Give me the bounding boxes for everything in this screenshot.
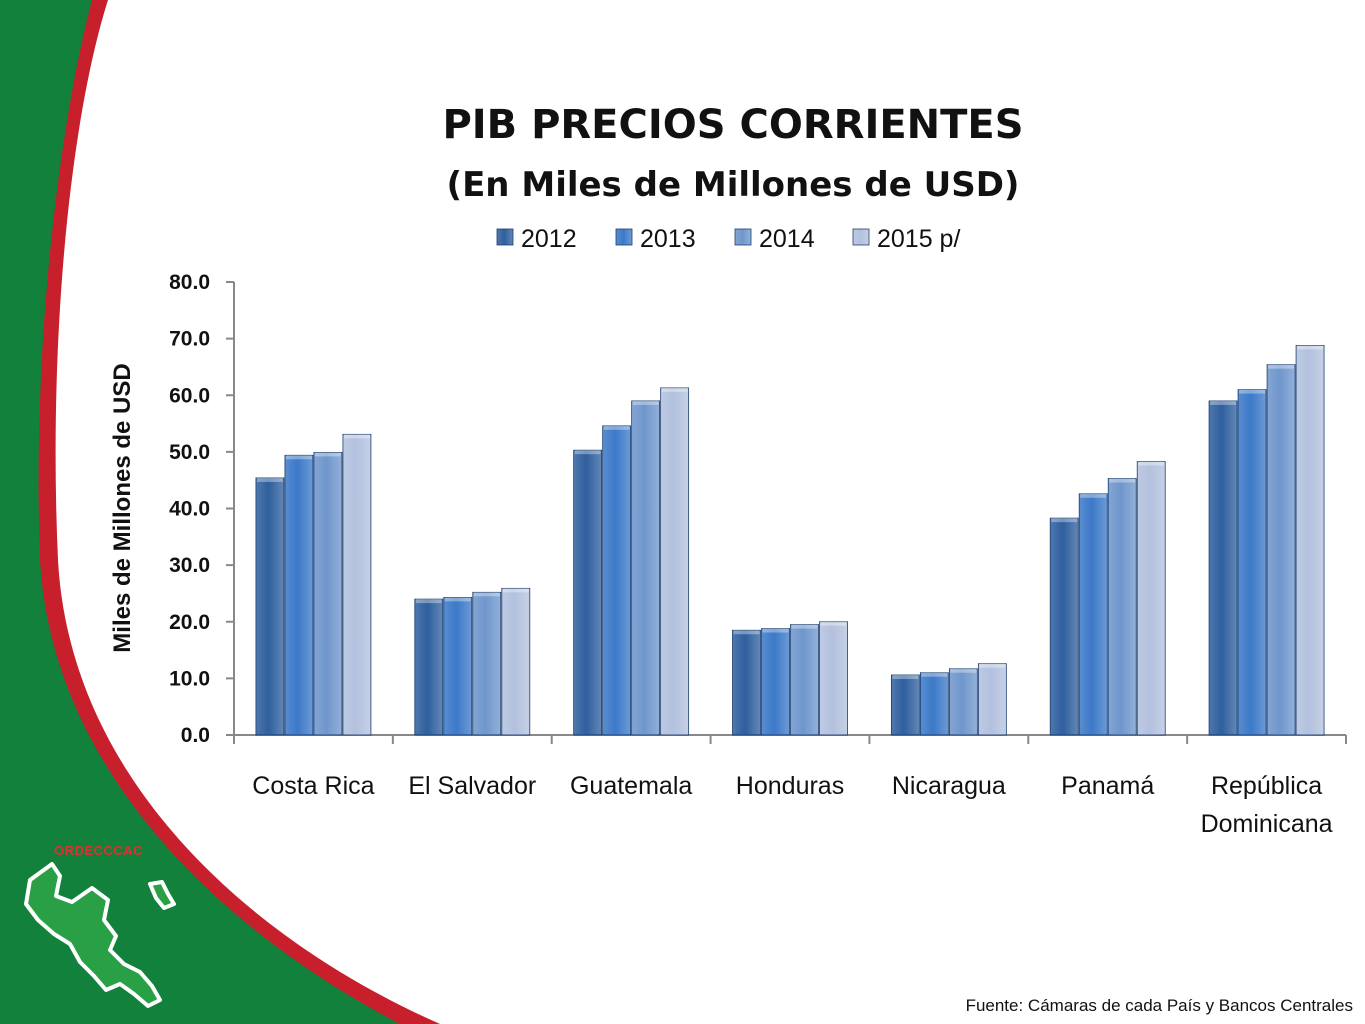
bar (1136, 461, 1166, 736)
bar (472, 591, 502, 736)
source-note: Fuente: Cámaras de cada País y Bancos Ce… (965, 996, 1353, 1015)
bar-top-highlight (632, 400, 659, 405)
bar-top-highlight (661, 387, 688, 392)
bar-top-highlight (574, 450, 601, 455)
bar (660, 387, 690, 736)
y-tick-label: 20.0 (169, 611, 210, 634)
bar-top-highlight (256, 477, 283, 482)
legend-label: 2012 (521, 225, 577, 253)
bar (1078, 493, 1108, 736)
y-tick-label: 30.0 (169, 554, 210, 577)
legend-swatch (496, 228, 514, 246)
bar-top-highlight (502, 588, 529, 593)
chart-subtitle: (En Miles de Millones de USD) (447, 165, 1020, 205)
bar (919, 672, 949, 736)
bar (1295, 345, 1325, 736)
green-panel (0, 0, 400, 1024)
bar-top-highlight (343, 434, 370, 439)
y-tick-label: 40.0 (169, 498, 210, 521)
bar-top-highlight (1210, 400, 1237, 405)
axes: 0.0 10.0 20.0 30.0 40.0 50.0 60.0 70.0 80.0 (169, 271, 1347, 747)
x-tick-label: República Dominicana (1201, 772, 1333, 838)
bar (948, 668, 978, 736)
x-tick-label: Costa Rica (252, 772, 374, 800)
bars (255, 345, 1325, 736)
y-tick-label: 50.0 (169, 441, 210, 464)
red-stripe (0, 0, 440, 1024)
x-tick-label: Honduras (736, 772, 844, 800)
y-tick-label: 60.0 (169, 384, 210, 407)
bar (890, 674, 920, 736)
bar (602, 425, 632, 736)
bar-top-highlight (1239, 389, 1266, 394)
bar-top-highlight (950, 668, 977, 673)
bar (631, 400, 661, 736)
bar (1208, 400, 1238, 736)
central-america-map-icon (24, 862, 176, 1008)
x-tick-label: El Salvador (408, 772, 536, 800)
bar (342, 433, 372, 736)
bar (284, 454, 314, 736)
bar (977, 663, 1007, 736)
bar-top-highlight (314, 452, 341, 457)
bar-top-highlight (1080, 493, 1107, 498)
bar (313, 452, 343, 736)
bar (501, 587, 531, 736)
bar-top-highlight (285, 455, 312, 460)
bar-top-highlight (1109, 478, 1136, 483)
bar-top-highlight (762, 628, 789, 633)
bar-top-highlight (820, 621, 847, 626)
bar-top-highlight (1138, 461, 1165, 466)
bar-top-highlight (733, 630, 760, 635)
legend-swatch (734, 228, 752, 246)
bar (443, 597, 473, 736)
bar-top-highlight (892, 674, 919, 679)
bar (255, 477, 285, 736)
legend-label: 2013 (640, 225, 696, 253)
x-tick-label: Panamá (1061, 772, 1154, 800)
legend: 2012 2013 2014 2015 p/ (496, 225, 960, 253)
category-labels: Costa Rica El Salvador Guatemala Honduras Ni… (252, 772, 1332, 838)
chart-title: PIB PRECIOS CORRIENTES (442, 102, 1023, 148)
y-axis-label: Miles de Millones de USD (109, 363, 136, 652)
bar (761, 628, 790, 736)
x-tick-label: Guatemala (570, 772, 692, 800)
bar (1107, 478, 1137, 736)
bar (573, 449, 603, 736)
y-tick-label: 70.0 (169, 328, 210, 351)
bar-top-highlight (415, 599, 442, 604)
bar (819, 621, 848, 736)
bar-top-highlight (1268, 364, 1295, 369)
bar (732, 629, 761, 736)
bar-top-highlight (603, 425, 630, 430)
bar (1237, 389, 1267, 736)
y-tick-label: 80.0 (169, 271, 210, 294)
brand-label: ORDECCCAC (54, 843, 143, 858)
bar-top-highlight (979, 663, 1006, 668)
bar-top-highlight (1051, 518, 1078, 523)
legend-swatch (852, 228, 870, 246)
legend-swatch (615, 228, 633, 246)
bar-top-highlight (1297, 345, 1324, 350)
bar-top-highlight (473, 592, 500, 597)
y-tick-label: 0.0 (181, 724, 210, 747)
y-tick-label: 10.0 (169, 667, 210, 690)
bar (1266, 364, 1296, 736)
legend-label: 2014 (759, 225, 815, 253)
bar (414, 598, 444, 736)
bar (1049, 517, 1079, 736)
bar-top-highlight (444, 597, 471, 602)
bar (790, 624, 819, 736)
x-tick-label: Nicaragua (892, 772, 1006, 800)
bar-top-highlight (791, 624, 818, 629)
bar-top-highlight (921, 672, 948, 677)
legend-label: 2015 p/ (877, 225, 960, 253)
